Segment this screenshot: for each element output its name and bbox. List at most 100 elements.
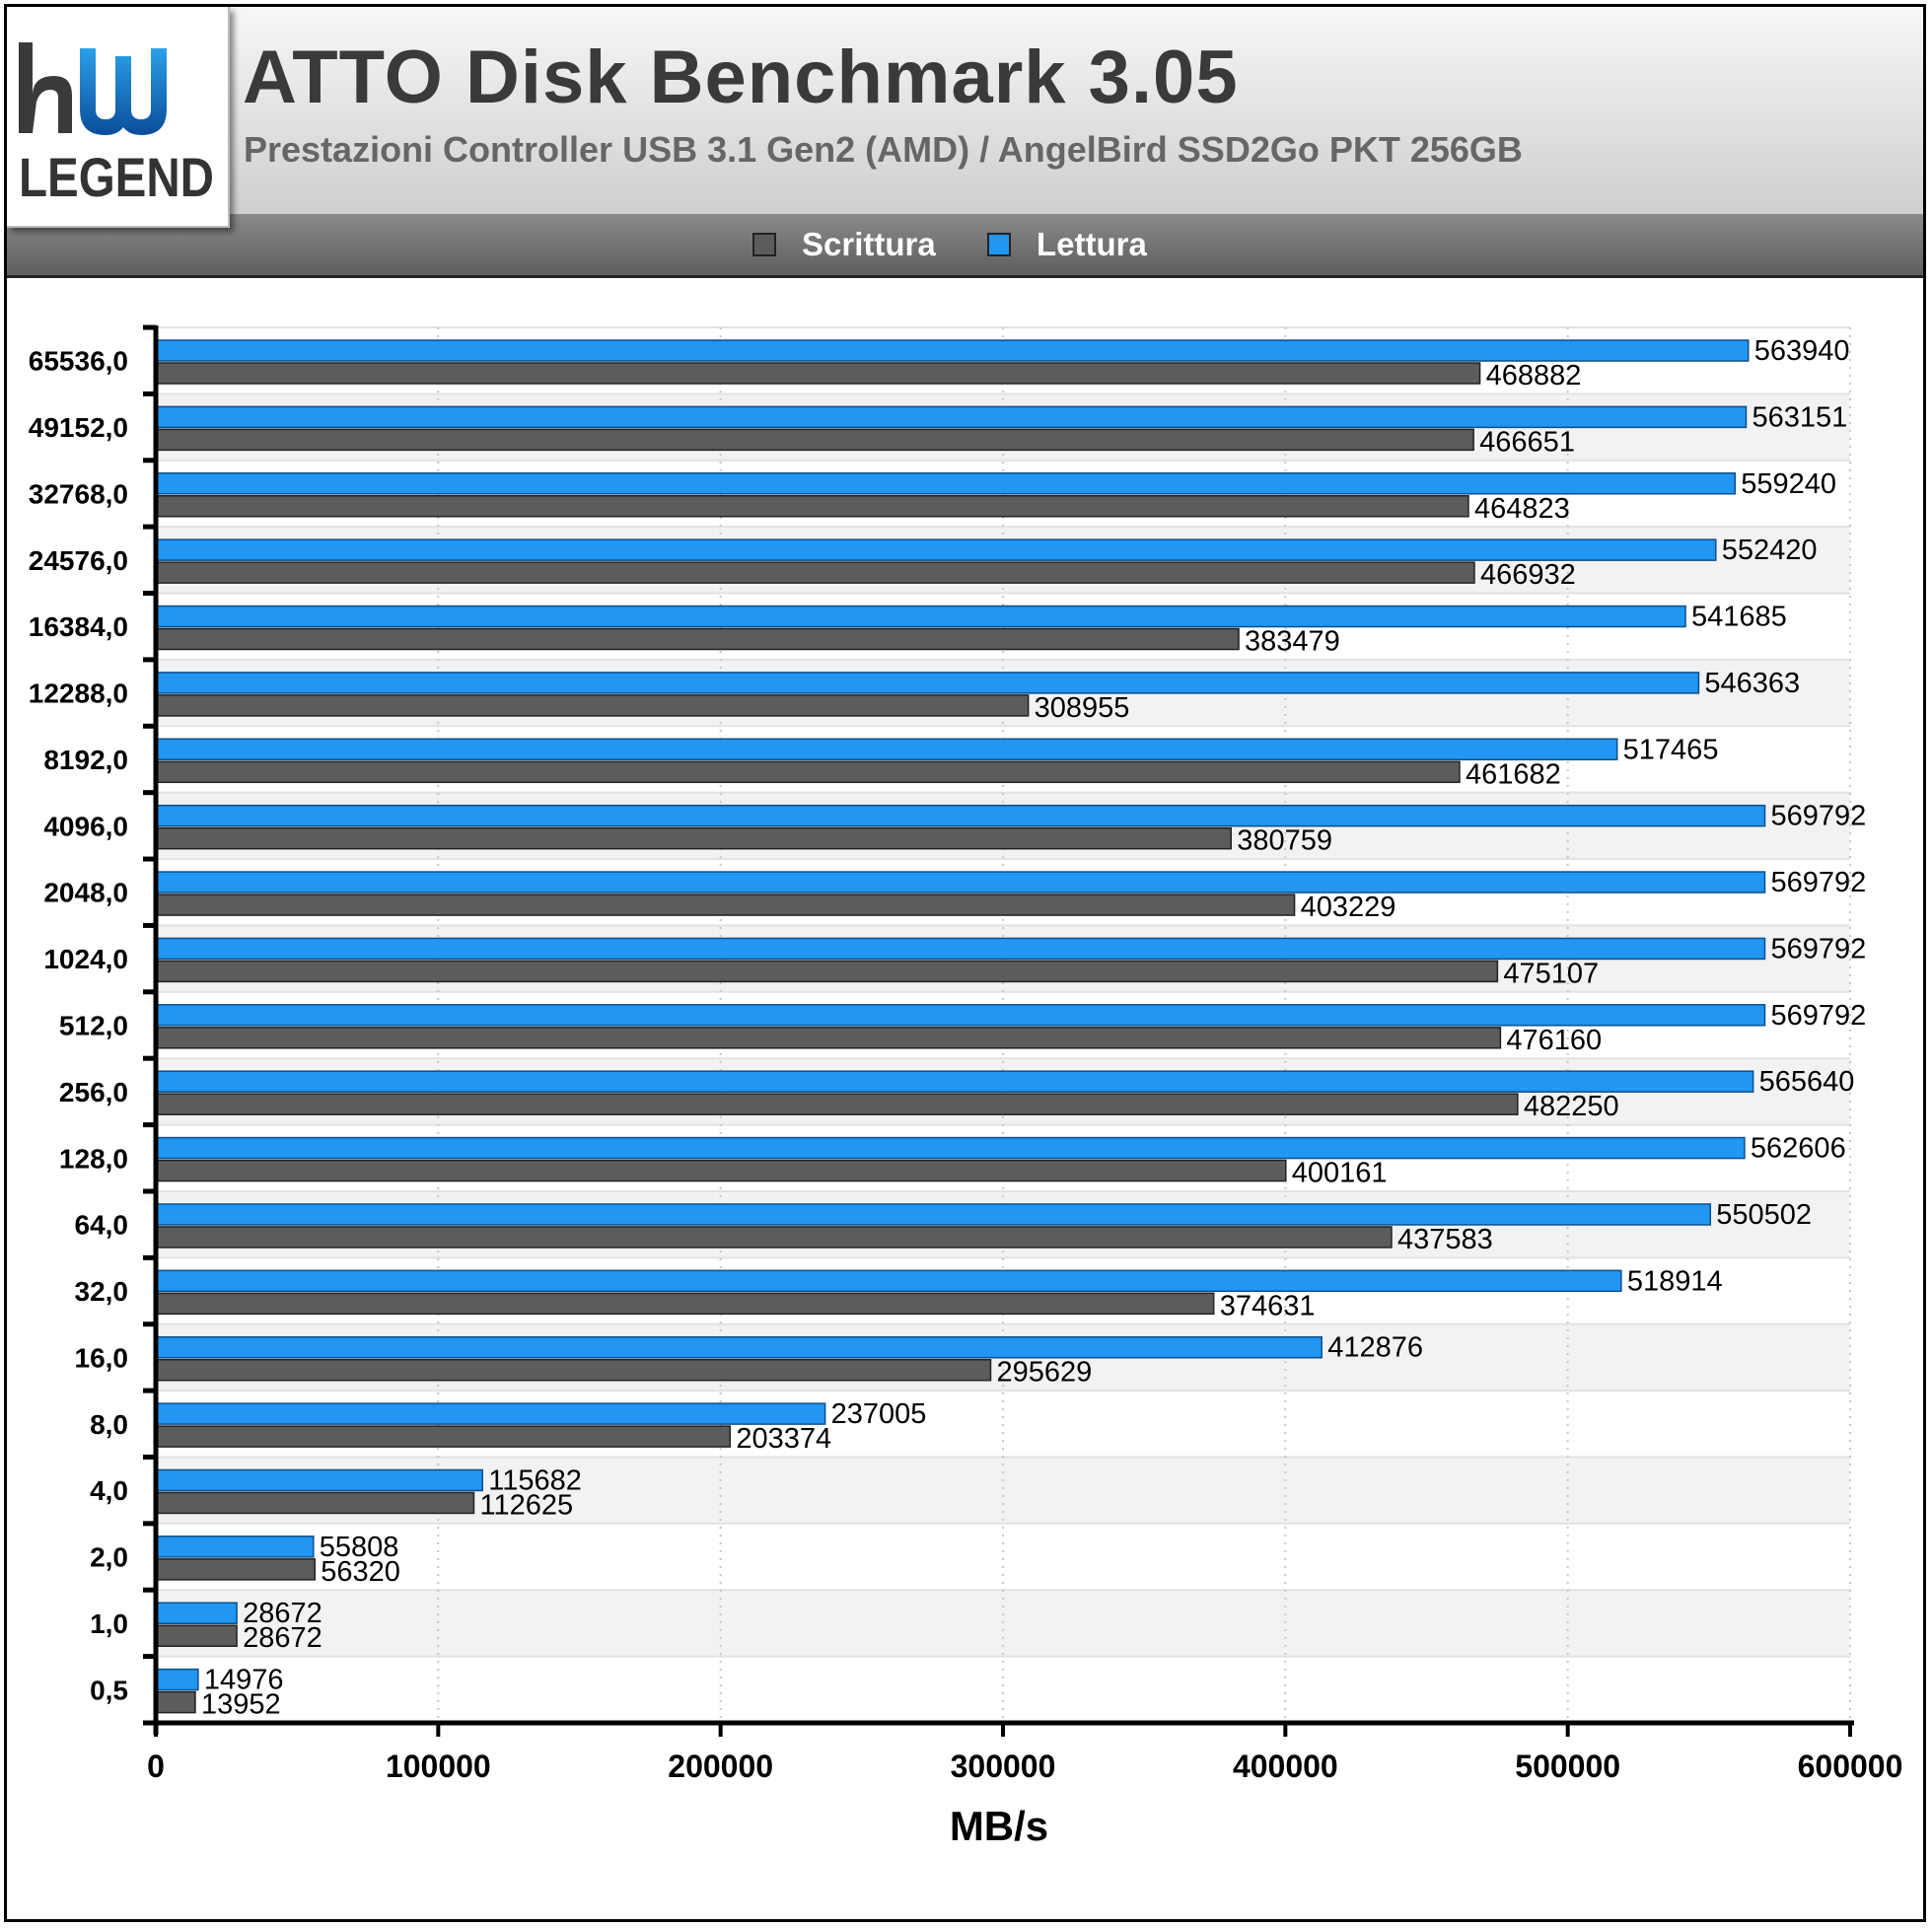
category-label: 1024,0 — [43, 944, 128, 974]
value-label-scrittura: 308955 — [1035, 692, 1130, 724]
value-label-lettura: 237005 — [831, 1398, 927, 1430]
bar-lettura — [155, 1535, 315, 1558]
value-label-scrittura: 400161 — [1292, 1158, 1388, 1189]
x-tick-label: 100000 — [386, 1749, 491, 1784]
legend: Scrittura Lettura — [7, 214, 1923, 278]
bar-scrittura — [155, 428, 1474, 452]
category-label: 32768,0 — [29, 478, 128, 509]
bar-lettura — [155, 1468, 483, 1492]
category-label: 4,0 — [90, 1475, 128, 1506]
bar-lettura — [155, 1203, 1712, 1226]
category-label: 32,0 — [75, 1276, 129, 1307]
category-label: 65536,0 — [29, 346, 128, 377]
bar-lettura — [155, 405, 1748, 429]
bar-scrittura — [155, 1425, 732, 1448]
value-label-lettura: 569792 — [1771, 867, 1867, 898]
bar-lettura — [155, 1402, 826, 1425]
value-label-scrittura: 374631 — [1220, 1290, 1316, 1321]
bar-scrittura — [155, 1226, 1393, 1249]
bar-scrittura — [155, 1558, 317, 1581]
value-label-lettura: 28672 — [243, 1598, 322, 1629]
value-label-lettura: 552420 — [1722, 535, 1818, 566]
category-label: 0,5 — [90, 1675, 128, 1705]
x-tick-label: 200000 — [668, 1749, 773, 1784]
bar-scrittura — [155, 627, 1240, 651]
x-axis-title: MB/s — [950, 1803, 1048, 1849]
value-label-scrittura: 475107 — [1503, 958, 1599, 989]
value-label-scrittura: 476160 — [1506, 1025, 1602, 1056]
value-label-lettura: 565640 — [1759, 1066, 1855, 1098]
bar-scrittura — [155, 495, 1469, 518]
x-tick-label: 600000 — [1798, 1749, 1903, 1784]
value-label-lettura: 541685 — [1691, 602, 1787, 633]
bar-lettura — [155, 738, 1618, 761]
bar-scrittura — [155, 1159, 1287, 1182]
value-label-scrittura: 482250 — [1524, 1091, 1619, 1122]
legend-item-scrittura: Scrittura — [752, 226, 936, 263]
category-label: 1,0 — [90, 1608, 128, 1639]
legend-swatch-scrittura — [752, 233, 776, 256]
category-label: 512,0 — [59, 1011, 128, 1041]
bar-scrittura — [155, 561, 1475, 584]
value-label-scrittura: 464823 — [1474, 493, 1570, 525]
value-label-scrittura: 466651 — [1479, 426, 1575, 458]
bar-scrittura — [155, 1358, 992, 1382]
bar-lettura — [155, 605, 1686, 628]
bar-lettura — [155, 1668, 199, 1691]
category-label: 2048,0 — [43, 878, 128, 908]
category-label: 128,0 — [59, 1143, 128, 1174]
bar-scrittura — [155, 1624, 238, 1647]
value-label-lettura: 412876 — [1327, 1332, 1423, 1364]
category-label: 16,0 — [75, 1342, 129, 1373]
bar-lettura — [155, 672, 1700, 694]
bar-scrittura — [155, 826, 1232, 850]
value-label-scrittura: 383479 — [1245, 626, 1340, 658]
value-label-scrittura: 437583 — [1397, 1224, 1493, 1255]
x-tick-label: 300000 — [951, 1749, 1056, 1784]
value-label-lettura: 14976 — [204, 1665, 284, 1696]
bar-lettura — [155, 1004, 1766, 1027]
value-label-scrittura: 28672 — [243, 1622, 322, 1654]
bar-lettura — [155, 472, 1737, 495]
bar-lettura — [155, 1602, 238, 1624]
value-label-scrittura: 380759 — [1237, 825, 1332, 857]
row-band — [156, 1523, 1850, 1591]
x-tick-label: 500000 — [1515, 1749, 1620, 1784]
category-label: 2,0 — [90, 1542, 128, 1573]
value-label-lettura: 563940 — [1754, 335, 1850, 367]
value-label-scrittura: 112625 — [479, 1489, 573, 1521]
value-label-lettura: 559240 — [1741, 468, 1836, 500]
category-label: 24576,0 — [29, 545, 128, 576]
x-tick-label: 400000 — [1233, 1749, 1338, 1784]
value-label-scrittura: 13952 — [201, 1689, 281, 1721]
bar-lettura — [155, 339, 1750, 362]
value-label-lettura: 546363 — [1704, 668, 1800, 699]
bar-lettura — [155, 538, 1717, 561]
category-label: 64,0 — [75, 1210, 129, 1241]
bar-scrittura — [155, 1027, 1502, 1049]
logo-text: LEGEND — [19, 146, 214, 208]
value-label-lettura: 550502 — [1716, 1199, 1812, 1231]
row-band — [156, 1656, 1850, 1723]
bar-scrittura — [155, 960, 1499, 983]
bar-lettura — [155, 1335, 1323, 1359]
x-tick-label: 0 — [147, 1749, 165, 1784]
value-label-lettura: 518914 — [1627, 1265, 1723, 1297]
category-label: 8,0 — [90, 1409, 128, 1440]
bar-scrittura — [155, 1690, 196, 1714]
value-label-lettura: 569792 — [1771, 933, 1867, 964]
value-label-scrittura: 468882 — [1486, 360, 1582, 392]
value-label-scrittura: 56320 — [321, 1556, 400, 1588]
category-label: 12288,0 — [29, 678, 128, 709]
category-label: 256,0 — [59, 1077, 128, 1107]
bar-scrittura — [155, 893, 1296, 916]
bar-scrittura — [155, 694, 1030, 717]
value-label-lettura: 115682 — [488, 1464, 582, 1496]
axes: 65536,0 49152,0 32768,0 24576,0 16384,0 12288… — [29, 324, 1903, 1784]
legend-label-lettura: Lettura — [1037, 226, 1147, 262]
hwlegend-logo: LEGEND — [7, 7, 230, 228]
bar-scrittura — [155, 1491, 475, 1515]
chart-header: ATTO Disk Benchmark 3.05 Prestazioni Con… — [7, 7, 1923, 216]
value-label-scrittura: 466932 — [1480, 559, 1576, 591]
